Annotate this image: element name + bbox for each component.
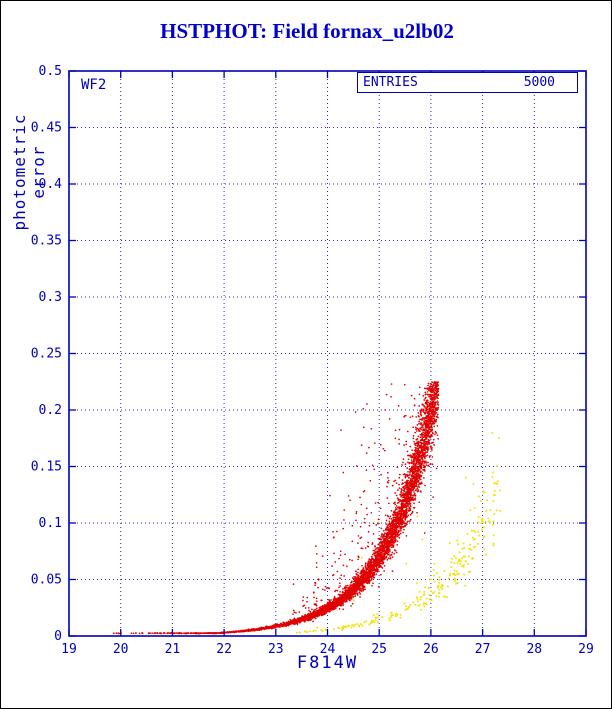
y-tick-label: 0.45 (31, 121, 62, 136)
x-tick-label: 29 (578, 642, 594, 657)
entries-label: ENTRIES (363, 75, 418, 90)
chart-title: HSTPHOT: Field fornax_u2lb02 (160, 19, 454, 43)
y-tick-label: 0.2 (39, 403, 62, 418)
y-tick-label: 0.3 (39, 290, 62, 305)
x-tick-label: 23 (268, 642, 284, 657)
y-tick-label: 0.35 (31, 234, 62, 249)
panel-label: WF2 (81, 77, 107, 93)
y-axis-label: photometric error (10, 113, 48, 231)
x-tick-label: 22 (216, 642, 232, 657)
x-tick-label: 24 (320, 642, 336, 657)
y-tick-label: 0.15 (31, 460, 62, 475)
entries-box: ENTRIES 5000 (357, 72, 578, 93)
y-tick-label: 0.25 (31, 347, 62, 362)
x-axis-label: F814W (296, 653, 359, 673)
y-tick-label: 0.5 (39, 64, 62, 79)
y-tick-label: 0.1 (39, 516, 62, 531)
x-tick-label: 25 (371, 642, 387, 657)
y-tick-label: 0.05 (31, 573, 62, 588)
series-red-detections (112, 380, 440, 635)
x-tick-label: 28 (526, 642, 542, 657)
x-tick-label: 19 (61, 642, 77, 657)
entries-value: 5000 (523, 75, 555, 90)
x-tick-label: 20 (113, 642, 129, 657)
x-tick-label: 27 (475, 642, 491, 657)
x-tick-label: 21 (165, 642, 181, 657)
y-tick-label: 0 (54, 629, 62, 644)
series-yellow-detections (295, 431, 502, 634)
y-tick-label: 0.4 (39, 177, 63, 192)
x-tick-label: 26 (423, 642, 439, 657)
